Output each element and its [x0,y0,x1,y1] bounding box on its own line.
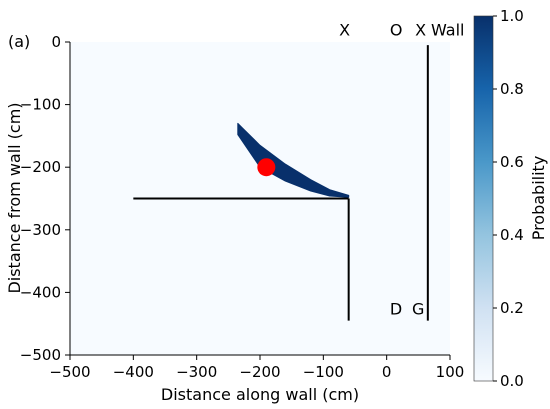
x-tick-label: −500 [49,363,90,381]
annotation-x-0: X [339,21,350,40]
y-tick-label: −300 [20,221,61,239]
colorbar-tick-label: 1.0 [500,7,524,25]
annotation-wall-3: Wall [431,21,465,40]
x-axis-label: Distance along wall (cm) [161,385,359,404]
colorbar-tick-label: 0.6 [500,153,524,171]
colorbar-tick-label: 0.4 [500,226,524,244]
annotation-o-1: O [390,21,403,40]
colorbar-tick-label: 0.2 [500,299,524,317]
annotation-x-2: X [415,21,426,40]
x-tick-label: 0 [382,363,392,381]
x-tick-label: −100 [303,363,344,381]
y-tick-label: −200 [20,158,61,176]
colorbar-tick-label: 0.8 [500,80,524,98]
x-tick-label: −300 [176,363,217,381]
y-axis: 0 −100 −200 −300 −400 −500 [20,33,71,364]
y-tick-label: −500 [20,346,61,364]
colorbar: 0.0 0.2 0.4 0.6 0.8 1.0 [473,7,524,390]
colorbar-gradient [473,15,494,382]
annotation-g-5: G [412,299,424,318]
y-tick-label: −400 [20,283,61,301]
y-axis-label: Distance from wall (cm) [5,102,24,293]
y-tick-label: −100 [20,96,61,114]
colorbar-tick-label: 0.0 [500,372,524,390]
x-tick-label: 100 [436,363,465,381]
y-tick-label: 0 [51,33,61,51]
x-axis: −500 −400 −300 −200 −100 0 100 [49,354,465,381]
x-tick-label: −200 [239,363,280,381]
estimated-position-marker [257,158,276,177]
panel-label: (a) [8,32,30,51]
colorbar-label: Probability [529,156,548,241]
x-tick-label: −400 [113,363,154,381]
annotation-d-4: D [390,299,402,318]
